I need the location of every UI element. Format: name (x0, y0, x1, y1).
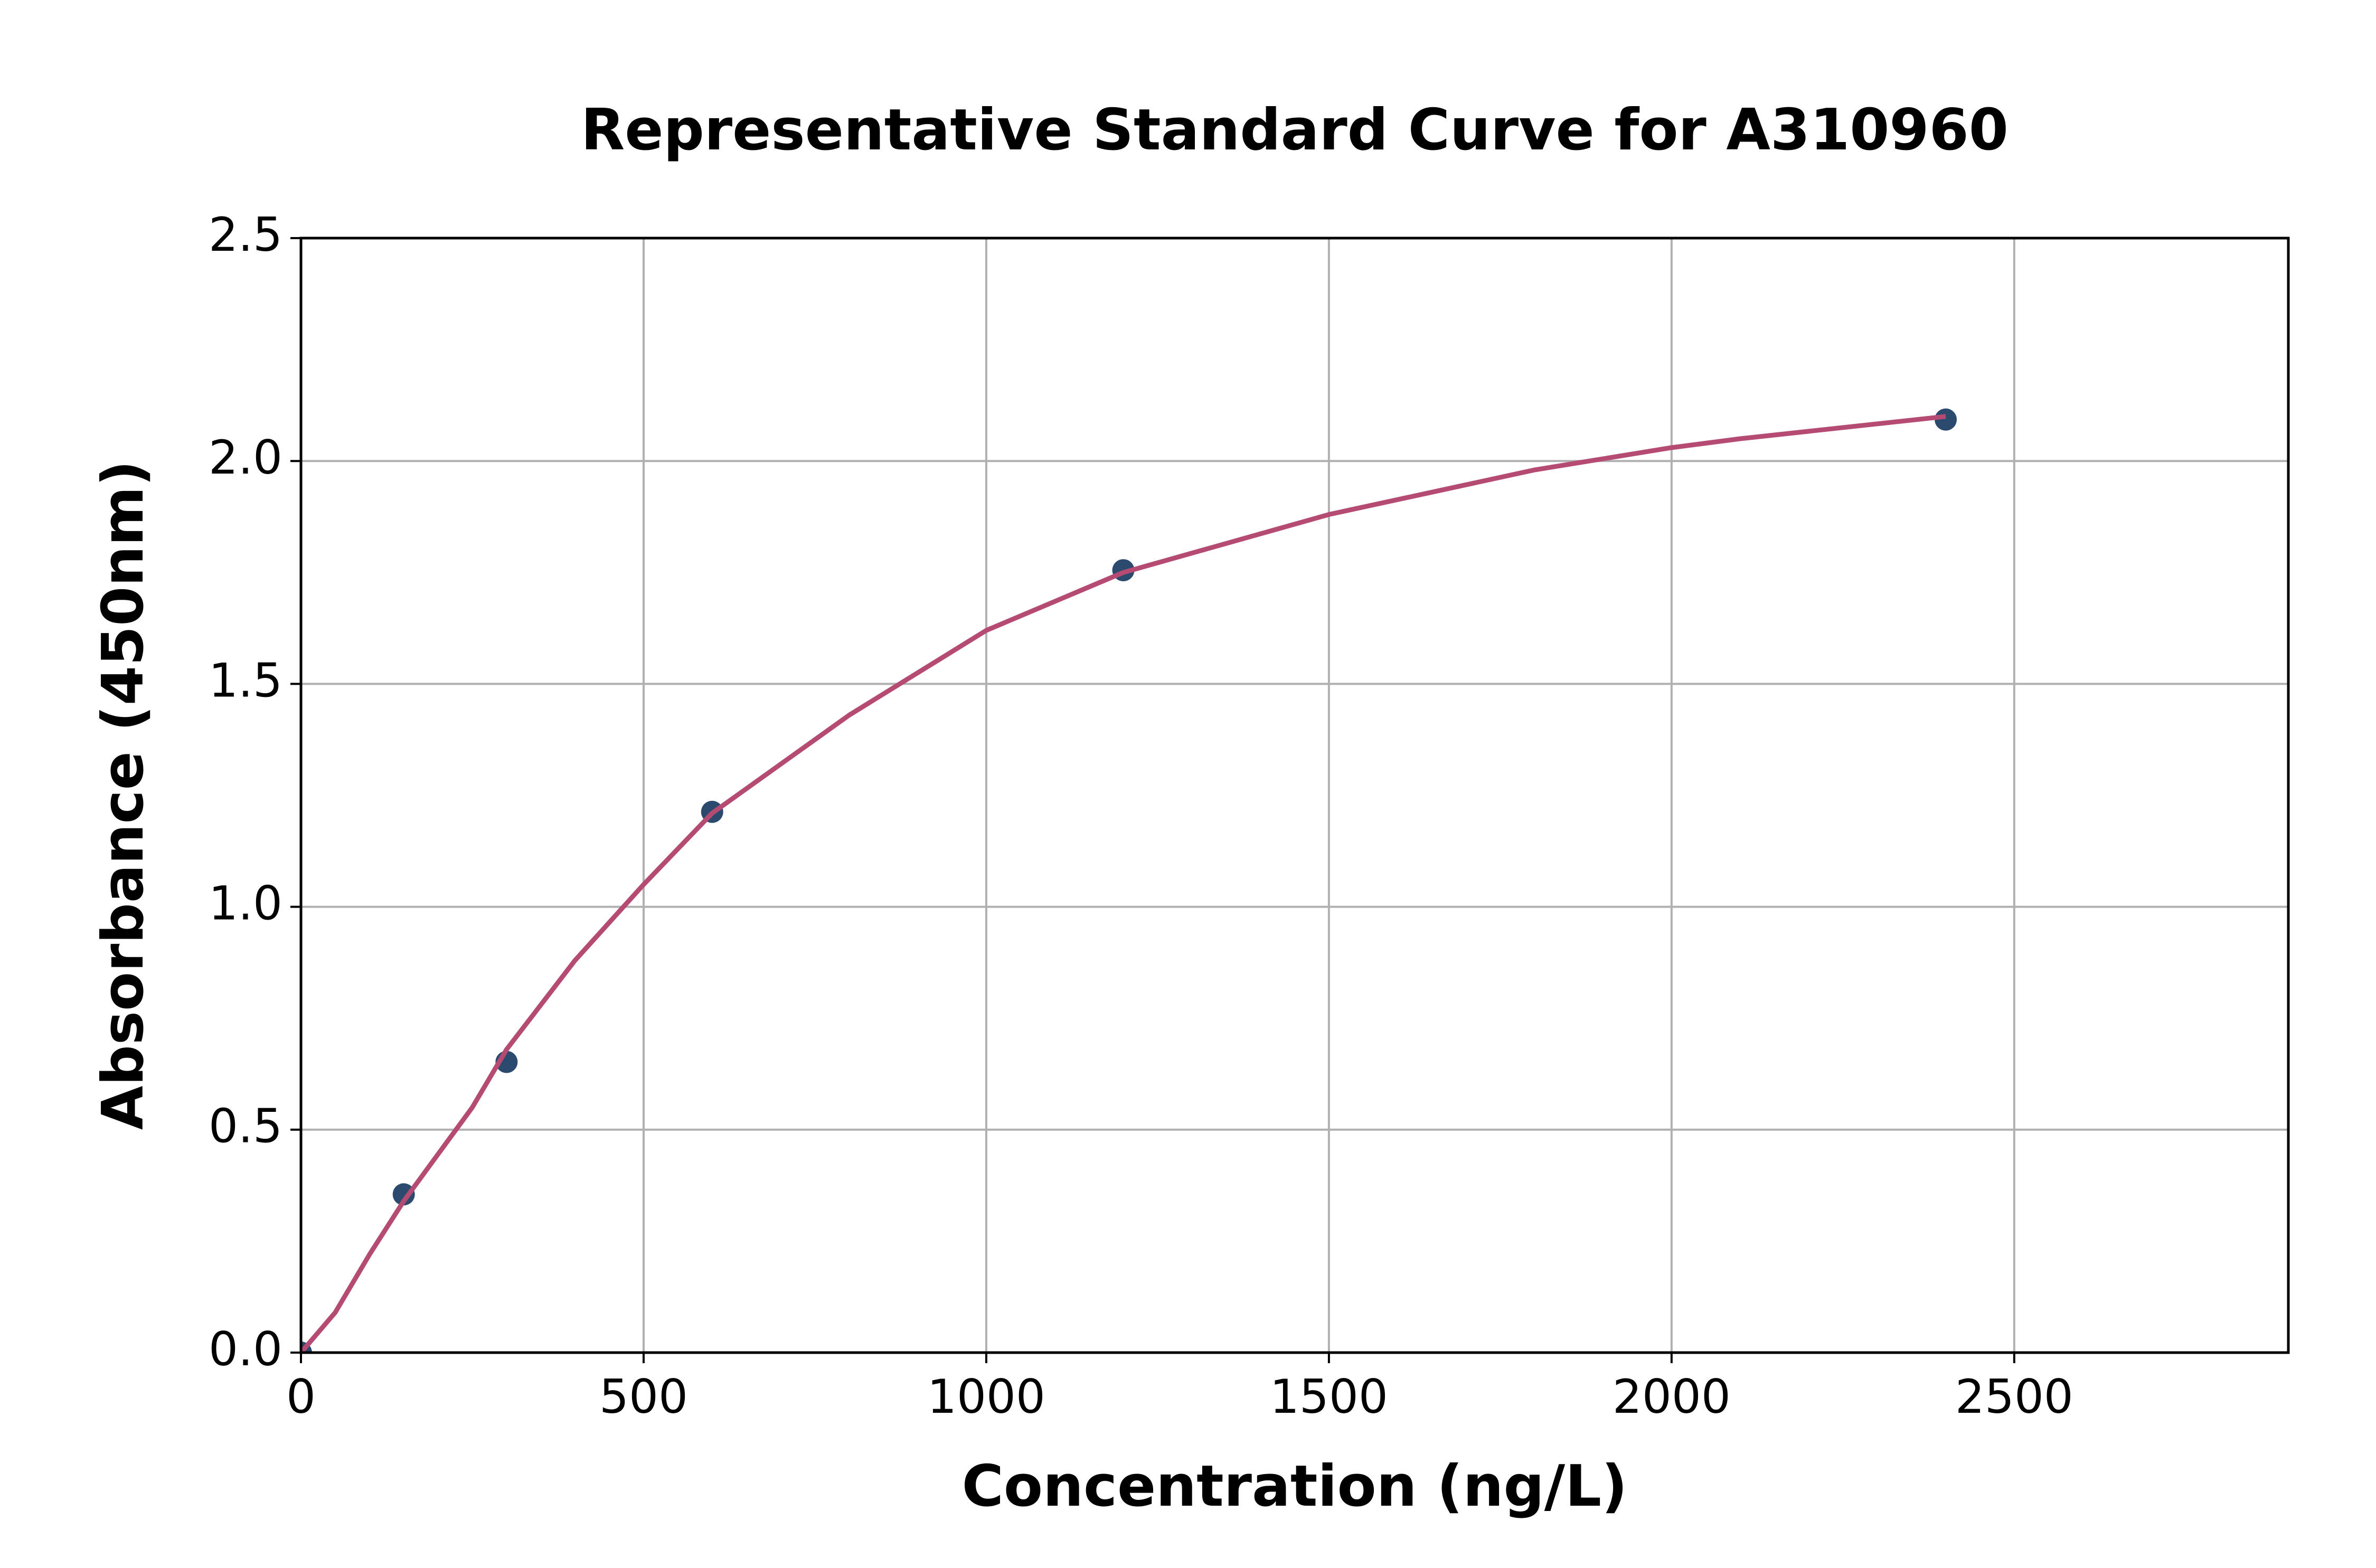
y-tick-label: 0.5 (209, 1099, 282, 1154)
fit-curve (301, 414, 1946, 1353)
y-tick-label: 2.5 (209, 207, 282, 262)
ticks: 0 500 1000 1500 2000 2500 0.0 0.5 1.0 1.5 2.0 2.5 (209, 207, 2073, 1424)
x-axis-label: Concentration (ng/L) (962, 1453, 1628, 1519)
x-tick-label: 1000 (927, 1369, 1045, 1424)
y-tick-label: 0.0 (209, 1322, 282, 1376)
y-tick-label: 1.0 (209, 876, 282, 931)
grid (300, 237, 2288, 1354)
x-tick-label: 0 (286, 1369, 316, 1424)
plot-area (301, 408, 1957, 1353)
y-axis-label: Absorbance (450nm) (90, 460, 156, 1130)
x-tick-label: 500 (599, 1369, 688, 1424)
plot-frame (299, 237, 2290, 1354)
data-point (392, 1183, 415, 1206)
x-tick-label: 2500 (1955, 1369, 2073, 1424)
x-tick-label: 2000 (1613, 1369, 1731, 1424)
x-tick-label: 1500 (1270, 1369, 1388, 1424)
y-tick-label: 1.5 (209, 653, 282, 707)
data-point (1935, 408, 1957, 431)
y-tick-label: 2.0 (209, 430, 282, 485)
chart-title: Representative Standard Curve for A31096… (581, 97, 2009, 163)
